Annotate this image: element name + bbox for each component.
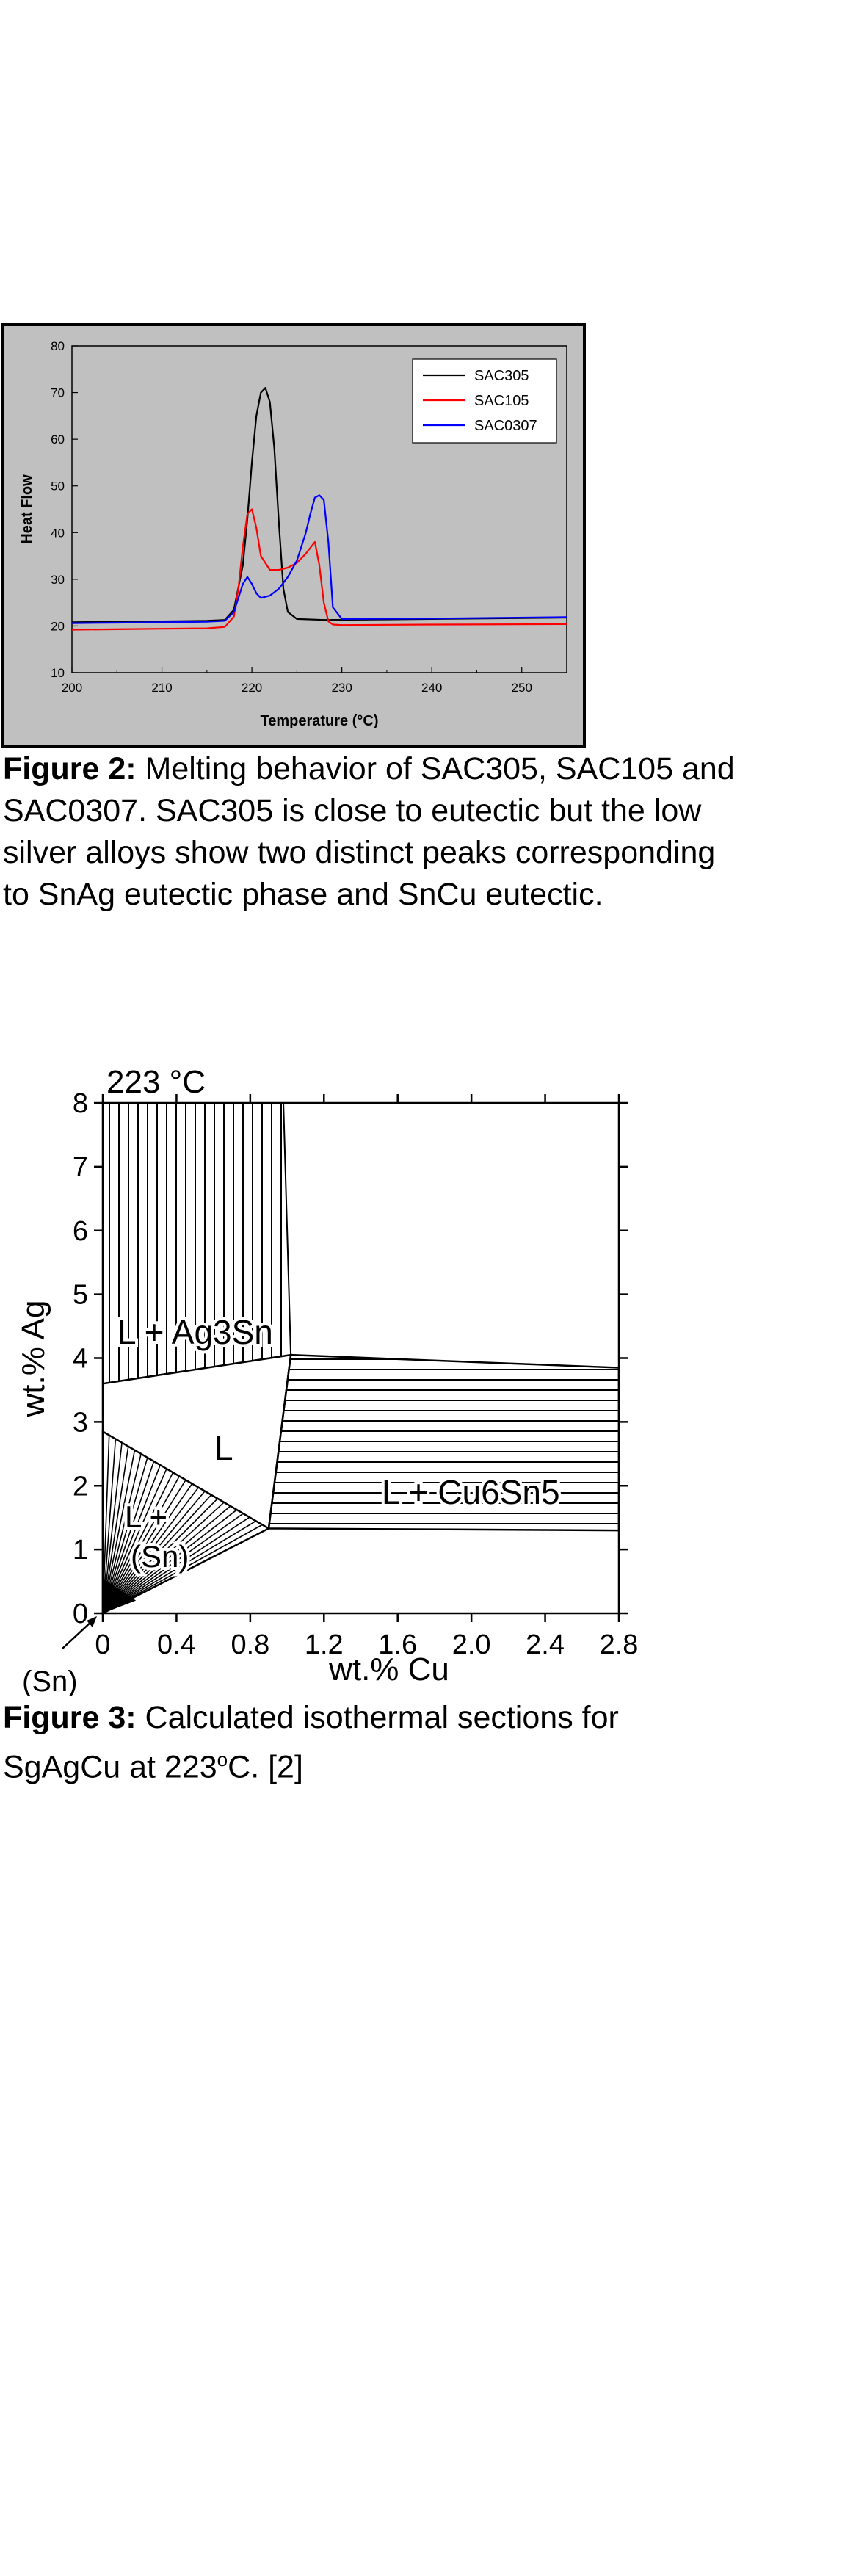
label-l-sn-a: L + xyxy=(125,1499,167,1534)
y-tick-label: 70 xyxy=(51,386,65,400)
degree-superscript: o xyxy=(217,1748,228,1770)
y-tick-label: 5 xyxy=(73,1280,88,1311)
x-tick-label: 1.6 xyxy=(378,1629,417,1660)
x-tick-label: 0.4 xyxy=(157,1629,196,1660)
y-tick-label: 2 xyxy=(73,1471,88,1502)
y-tick-label: 50 xyxy=(51,480,65,493)
x-tick-label: 200 xyxy=(62,681,82,695)
figure-2-caption-text: Melting behavior of SAC305, SAC105 and S… xyxy=(3,751,735,912)
y-tick-label: 20 xyxy=(51,619,65,633)
x-tick-label: 0.8 xyxy=(231,1629,269,1660)
series-line-sac305 xyxy=(71,387,567,623)
y-tick-label: 8 xyxy=(73,1088,88,1119)
label-l-sn-b: (Sn) xyxy=(131,1539,189,1574)
origin-label: (Sn) xyxy=(22,1665,78,1696)
y-tick-label: 60 xyxy=(51,433,65,446)
y-axis-label: Heat Flow xyxy=(19,474,35,544)
x-tick-label: 250 xyxy=(512,681,532,695)
x-tick-label: 2.0 xyxy=(452,1629,491,1660)
figure-2-caption: Figure 2: Melting behavior of SAC305, SA… xyxy=(3,748,744,916)
y-tick-label: 80 xyxy=(51,339,65,353)
x-tick-label: 220 xyxy=(242,681,262,695)
series-line-sac0307 xyxy=(71,494,567,624)
y-tick-label: 30 xyxy=(51,573,65,587)
x-tick-label: 2.4 xyxy=(526,1629,565,1660)
y-tick-label: 10 xyxy=(51,666,65,680)
plot-frame xyxy=(71,345,567,673)
legend-label-sac305: SAC305 xyxy=(474,368,529,384)
label-l-ag3sn: L + Ag3Sn xyxy=(117,1313,273,1351)
x-axis-label: wt.% Cu xyxy=(328,1651,449,1687)
origin-arrowhead xyxy=(87,1616,97,1627)
label-l-cu6sn5: L + Cu6Sn5 xyxy=(382,1473,560,1511)
x-tick-label: 1.2 xyxy=(305,1629,344,1660)
y-tick-label: 0 xyxy=(73,1599,88,1629)
legend-label-sac0307: SAC0307 xyxy=(474,418,537,434)
figure-2-chart: 200 210 220 230 240 250 10 20 30 40 50 60 70 80 Temper… xyxy=(1,323,586,748)
legend-label-sac105: SAC105 xyxy=(474,393,529,409)
y-tick-label: 1 xyxy=(73,1535,88,1566)
diagram-title: 223 °C xyxy=(106,1064,206,1100)
y-axis-label: wt.% Ag xyxy=(15,1300,51,1418)
figure-3-caption-label: Figure 3: xyxy=(3,1700,137,1735)
y-tick-label: 40 xyxy=(51,526,65,540)
origin-dark-fan xyxy=(103,1578,137,1613)
x-tick-label: 0 xyxy=(95,1629,110,1660)
figure-3-caption-text-end: C. [2] xyxy=(228,1749,303,1785)
x-axis-label: Temperature (°C) xyxy=(261,713,379,729)
figure-3-caption-text: Calculated isothermal sections for SgAgC… xyxy=(3,1700,619,1785)
x-tick-label: 230 xyxy=(331,681,352,695)
y-tick-label: 3 xyxy=(73,1407,88,1438)
figure-3-phase-diagram: 0 1 2 3 4 5 6 7 8 0 0.4 0.8 1.2 1.6 2.0 2.4 2.8 223 °C wt.… xyxy=(0,1035,661,1696)
x-tick-label: 210 xyxy=(151,681,172,695)
figure-2-caption-label: Figure 2: xyxy=(3,751,137,786)
phase-diagram-svg: 0 1 2 3 4 5 6 7 8 0 0.4 0.8 1.2 1.6 2.0 2.4 2.8 223 °C wt.… xyxy=(15,1064,639,1696)
origin-arrow xyxy=(62,1618,95,1649)
dsc-chart-svg: 200 210 220 230 240 250 10 20 30 40 50 60 70 80 Temper… xyxy=(19,339,567,729)
liquid-boundary xyxy=(102,1353,292,1529)
y-tick-label: 6 xyxy=(73,1216,88,1247)
figure-3-caption: Figure 3: Calculated isothermal sections… xyxy=(3,1697,744,1788)
y-tick-label: 4 xyxy=(73,1344,88,1375)
label-liquid: L xyxy=(214,1429,233,1467)
series-line-sac105 xyxy=(71,508,567,631)
x-tick-label: 240 xyxy=(421,681,442,695)
y-tick-label: 7 xyxy=(73,1152,88,1183)
x-tick-label: 2.8 xyxy=(600,1629,639,1660)
